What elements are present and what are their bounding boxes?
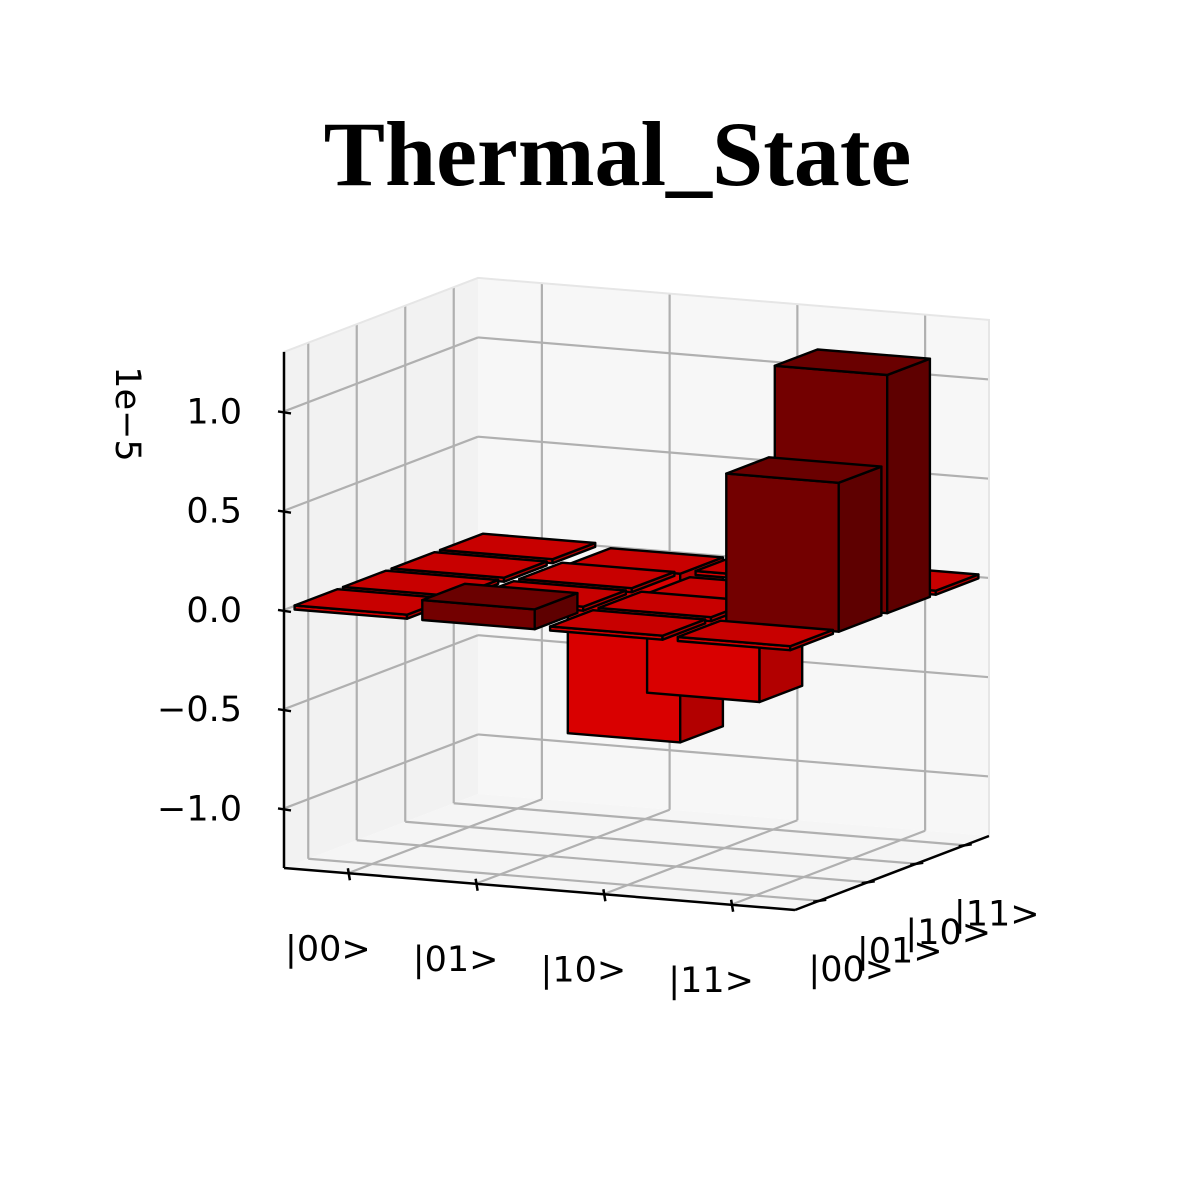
z-offset-label: 1e−5 <box>107 366 147 461</box>
bar-top-face <box>548 609 707 637</box>
bar-side-face <box>886 357 932 615</box>
z-tick-label: 0.0 <box>186 591 242 631</box>
z-tick <box>277 707 292 713</box>
y-axis-line <box>794 834 990 912</box>
bar <box>676 619 835 652</box>
grid-back-z <box>477 733 990 778</box>
z-tick <box>277 608 292 614</box>
bar <box>518 561 676 594</box>
z-tick-label: −0.5 <box>157 690 242 730</box>
z-tick-label: −1.0 <box>157 789 242 829</box>
y-tick <box>958 843 972 848</box>
bar-top-face <box>725 456 883 484</box>
y-tick-label: |00> <box>808 950 894 990</box>
z-tick-label: 0.5 <box>186 492 242 532</box>
bar-top-face <box>676 619 835 648</box>
grid-floor-x <box>730 829 926 906</box>
y-tick-label: |11> <box>954 894 1040 934</box>
x-tick-label: |00> <box>285 929 371 969</box>
bar <box>725 456 883 633</box>
grid-left-z <box>283 733 479 810</box>
grid-floor-x <box>602 819 798 896</box>
grid-floor-x <box>475 808 671 885</box>
z-tick <box>277 807 292 812</box>
x-tick <box>602 889 607 902</box>
bar-front-face <box>725 472 840 633</box>
grid-left-z <box>283 336 479 413</box>
y-tick <box>910 861 924 866</box>
x-tick <box>729 899 735 912</box>
y-tick <box>813 898 827 903</box>
z-tick-label: 1.0 <box>186 392 242 432</box>
z-tick <box>277 410 292 415</box>
grid-floor-x <box>347 798 543 875</box>
pane-edge <box>283 276 990 836</box>
bar <box>548 609 707 641</box>
y-tick-label: |01> <box>857 931 943 971</box>
bar <box>421 582 579 631</box>
x-axis-line <box>283 866 796 912</box>
bar-top-face <box>518 561 676 590</box>
x-tick <box>346 868 352 881</box>
chart-title: Thermal_State <box>323 103 912 205</box>
grid-floor-y <box>453 802 965 847</box>
x-tick-label: |11> <box>668 961 754 1001</box>
bar-top-face <box>421 582 579 611</box>
grid-floor-y <box>356 839 868 884</box>
y-tick-label: |10> <box>905 913 991 953</box>
bars-group <box>293 348 980 744</box>
bar-top-face <box>438 532 597 561</box>
floor-pane <box>284 794 989 910</box>
grid-floor-y <box>405 820 917 865</box>
bar-side-face <box>837 465 883 633</box>
x-tick-label: |01> <box>413 940 499 980</box>
x-tick <box>474 878 479 891</box>
grid-floor-y <box>308 857 820 902</box>
bar-top-face <box>390 551 548 579</box>
x-tick-label: |10> <box>541 950 627 990</box>
bar-top-face <box>773 348 932 377</box>
grid-left-z <box>283 634 479 711</box>
tick-labels: 1.00.50.0−0.5−1.01e−5|00> |01> |10> |11> |00… <box>107 366 1040 1000</box>
grid-left-z <box>283 435 479 512</box>
y-tick <box>861 880 875 885</box>
axis-lines <box>277 351 990 912</box>
z-tick <box>277 509 292 514</box>
